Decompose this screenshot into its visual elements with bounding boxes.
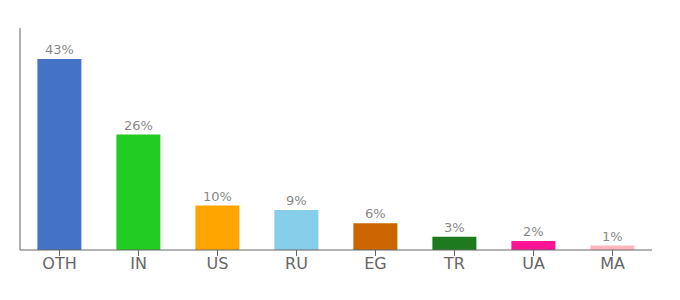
svg-text:6%: 6% [365, 206, 386, 221]
svg-text:US: US [207, 254, 229, 273]
svg-text:EG: EG [364, 254, 387, 273]
svg-text:UA: UA [522, 254, 545, 273]
svg-text:26%: 26% [124, 118, 153, 133]
svg-text:MA: MA [600, 254, 625, 273]
svg-text:1%: 1% [602, 229, 623, 244]
svg-text:43%: 43% [45, 42, 74, 57]
svg-text:TR: TR [443, 254, 465, 273]
svg-text:IN: IN [130, 254, 147, 273]
svg-text:10%: 10% [203, 189, 232, 204]
svg-text:OTH: OTH [42, 254, 76, 273]
svg-text:9%: 9% [286, 193, 307, 208]
svg-text:3%: 3% [444, 220, 465, 235]
svg-text:RU: RU [285, 254, 308, 273]
svg-text:2%: 2% [523, 224, 544, 239]
